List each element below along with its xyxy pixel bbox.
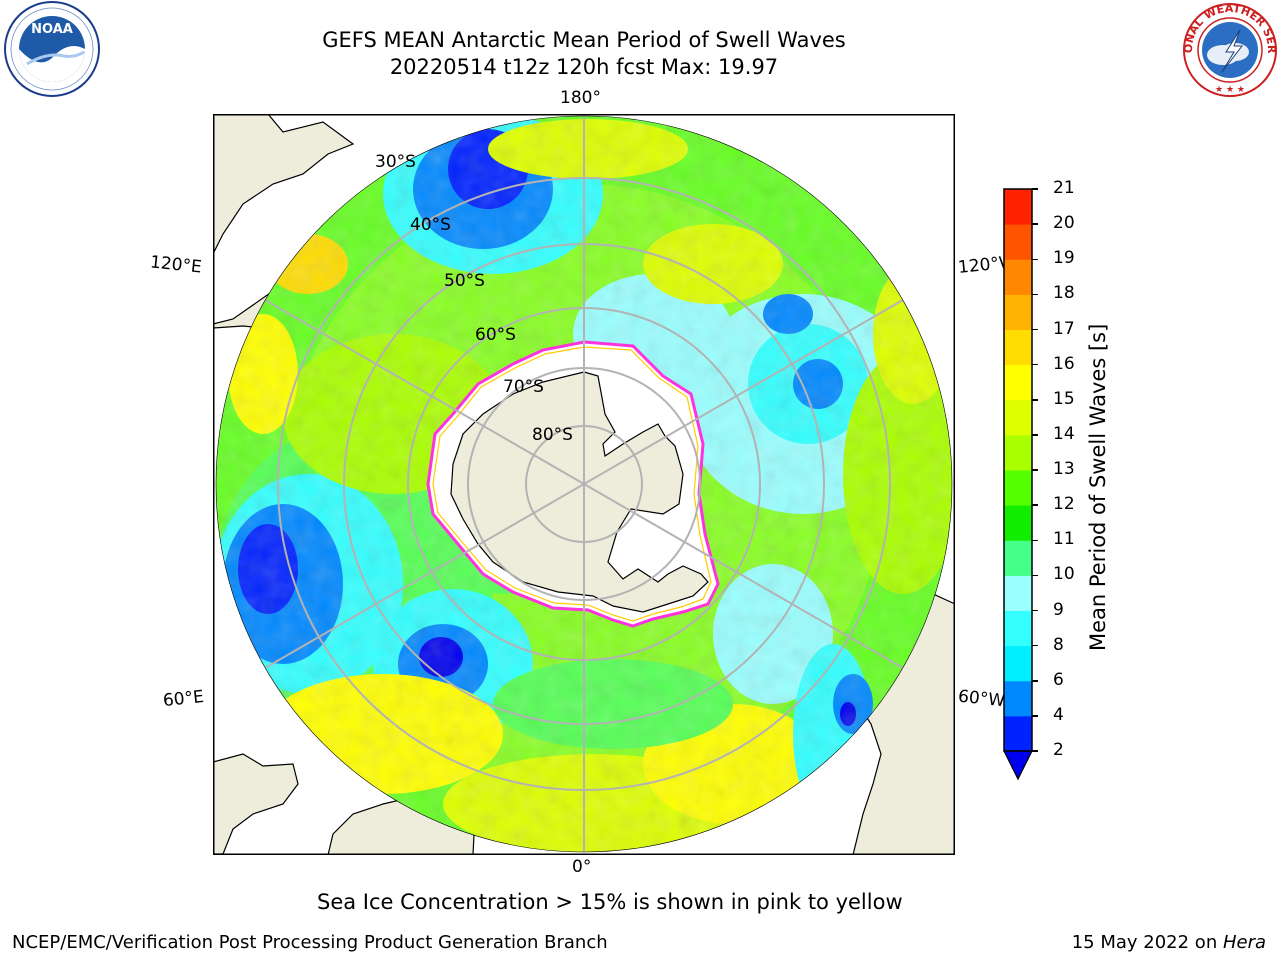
colorbar-band xyxy=(1004,470,1032,506)
graticule xyxy=(216,116,952,852)
colorbar-label: Mean Period of Swell Waves [s] xyxy=(1086,323,1110,651)
chart-subtitle: 20220514 t12z 120h fcst Max: 19.97 xyxy=(389,55,779,79)
colorbar-tick-label: 8 xyxy=(1053,634,1064,655)
colorbar-tick-label: 10 xyxy=(1053,564,1075,585)
map-frame xyxy=(213,114,955,855)
lon-label-60e: 60°E xyxy=(162,686,205,712)
colorbar-band xyxy=(1004,399,1032,436)
colorbar-tick-mark xyxy=(1032,293,1038,296)
colorbar-band xyxy=(1004,189,1032,225)
colorbar-band xyxy=(1004,259,1032,295)
lon-label-0: 0° xyxy=(572,857,592,877)
colorbar-tick-label: 17 xyxy=(1053,318,1075,339)
colorbar-tick-label: 15 xyxy=(1053,388,1075,409)
colorbar-tick-label: 14 xyxy=(1053,423,1075,444)
lat-label-60s: 60°S xyxy=(475,325,516,345)
svg-text:★ ★ ★: ★ ★ ★ xyxy=(1215,85,1245,95)
lon-label-120e: 120°E xyxy=(149,252,203,278)
polar-map: 30°S 40°S 50°S 60°S 70°S 80°S xyxy=(213,114,955,855)
colorbar-tick-label: 20 xyxy=(1053,213,1075,234)
colorbar-tick-mark xyxy=(1032,363,1038,366)
lat-label-80s: 80°S xyxy=(532,425,573,445)
lat-label-70s: 70°S xyxy=(503,377,544,397)
footer-left: NCEP/EMC/Verification Post Processing Pr… xyxy=(12,932,608,953)
colorbar-tick-label: 18 xyxy=(1053,283,1075,304)
colorbar-tick-mark xyxy=(1032,434,1038,436)
lat-label-50s: 50°S xyxy=(444,271,485,291)
noaa-logo-text: NOAA xyxy=(31,22,73,37)
colorbar-tick-mark xyxy=(1032,188,1038,190)
colorbar-tick-mark xyxy=(1032,715,1038,717)
colorbar-tick-label: 16 xyxy=(1053,353,1075,374)
lat-label-40s: 40°S xyxy=(410,215,451,235)
colorbar-tick-label: 4 xyxy=(1053,704,1064,725)
colorbar-tick-mark xyxy=(1032,223,1038,225)
antarctica xyxy=(450,371,709,613)
noaa-logo: NOAA xyxy=(4,1,100,97)
colorbar-band xyxy=(1004,575,1032,611)
colorbar-band xyxy=(1004,329,1032,366)
lat-label-30s: 30°S xyxy=(375,152,416,172)
colorbar-tick-mark xyxy=(1032,469,1038,471)
colorbar-extend-arrow xyxy=(1003,750,1033,781)
colorbar-tick-mark xyxy=(1032,258,1038,260)
colorbar-band xyxy=(1004,224,1032,260)
footer-host: Hera xyxy=(1222,932,1266,953)
footer-date: 15 May 2022 on xyxy=(1071,932,1223,953)
colorbar-band xyxy=(1004,540,1032,576)
colorbar-band xyxy=(1004,610,1032,647)
lon-label-60w: 60°W xyxy=(957,686,1006,712)
colorbar-tick-mark xyxy=(1032,680,1038,682)
colorbar-tick-mark xyxy=(1032,644,1038,647)
colorbar-tick-label: 13 xyxy=(1053,459,1075,479)
colorbar-bands xyxy=(1004,189,1032,752)
colorbar-band xyxy=(1004,505,1032,541)
colorbar-tick-label: 19 xyxy=(1053,248,1075,269)
chart-title: GEFS MEAN Antarctic Mean Period of Swell… xyxy=(322,28,846,52)
colorbar-tick-mark xyxy=(1032,750,1038,752)
colorbar-tick-mark xyxy=(1032,328,1038,331)
colorbar-tick-mark xyxy=(1032,504,1038,506)
nws-logo: NATIONAL WEATHER SERVICE ★ ★ ★ xyxy=(1180,0,1278,97)
colorbar-band xyxy=(1004,364,1032,401)
lon-label-180: 180° xyxy=(560,88,601,108)
colorbar-tick-mark xyxy=(1032,574,1038,577)
colorbar-band xyxy=(1004,645,1032,682)
colorbar xyxy=(1003,188,1033,781)
colorbar-tick-label: 9 xyxy=(1053,599,1064,620)
colorbar-tick-label: 2 xyxy=(1053,740,1064,760)
colorbar-band xyxy=(1004,715,1032,752)
colorbar-tick-label: 12 xyxy=(1053,494,1075,515)
colorbar-band xyxy=(1004,294,1032,330)
colorbar-tick-mark xyxy=(1032,539,1038,541)
colorbar-tick-label: 21 xyxy=(1053,178,1075,198)
colorbar-tick-mark xyxy=(1032,609,1038,612)
footer-right: 15 May 2022 on Hera xyxy=(1072,932,1266,953)
colorbar-tick-label: 11 xyxy=(1053,529,1075,550)
colorbar-tick-mark xyxy=(1032,399,1038,401)
colorbar-band xyxy=(1004,680,1032,717)
colorbar-tick-label: 6 xyxy=(1053,669,1064,690)
colorbar-band xyxy=(1004,434,1032,471)
